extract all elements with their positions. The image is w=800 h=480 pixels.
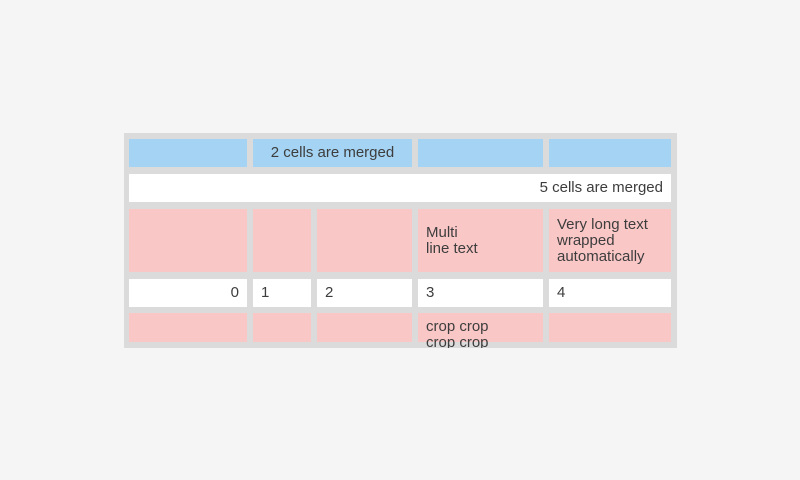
table-row-5: crop crop crop crop	[129, 313, 671, 348]
cell-r1c1[interactable]	[129, 139, 247, 167]
cell-text: Multi line text	[426, 223, 478, 257]
cell-r3c4[interactable]: Multi line text	[418, 209, 543, 272]
cell-r1c2c3-merged[interactable]: 2 cells are merged	[253, 139, 412, 167]
cell-r5c1[interactable]	[129, 313, 247, 342]
cell-text: 2	[325, 284, 334, 301]
cell-r4c2[interactable]: 1	[253, 279, 311, 307]
cell-text: 3	[426, 284, 435, 301]
cell-r4c5[interactable]: 4	[549, 279, 671, 307]
cell-r5c2[interactable]	[253, 313, 311, 342]
cell-r1c5[interactable]	[549, 139, 671, 167]
cell-r4c3[interactable]: 2	[317, 279, 412, 307]
cell-text: 1	[261, 284, 270, 301]
cell-r3c5[interactable]: Very long text wrapped automatically	[549, 209, 671, 272]
cell-r1c4[interactable]	[418, 139, 543, 167]
cell-r5c4[interactable]: crop crop crop crop	[418, 313, 543, 348]
cell-text: 5 cells are merged	[539, 179, 663, 196]
cell-text-cropped: crop crop crop crop	[426, 318, 489, 349]
table-row-2: 5 cells are merged	[129, 174, 671, 202]
cell-text: Very long text wrapped automatically	[557, 215, 648, 265]
table-widget[interactable]: 2 cells are merged 5 cells are merged Mu…	[124, 133, 677, 348]
cell-text: 0	[230, 284, 239, 301]
cell-r3c1[interactable]	[129, 209, 247, 272]
cell-r2-merged-full[interactable]: 5 cells are merged	[129, 174, 671, 202]
cell-r4c1[interactable]: 0	[129, 279, 247, 307]
cell-r3c2[interactable]	[253, 209, 311, 272]
table-row-4: 0 1 2 3 4	[129, 279, 671, 307]
table-row-1: 2 cells are merged	[129, 139, 671, 167]
table-row-3: Multi line text Very long text wrapped a…	[129, 209, 671, 272]
cell-r4c4[interactable]: 3	[418, 279, 543, 307]
cell-text: 2 cells are merged	[270, 144, 395, 161]
cell-text: 4	[557, 284, 566, 301]
cell-r3c3[interactable]	[317, 209, 412, 272]
cell-r5c5[interactable]	[549, 313, 671, 342]
cell-r5c3[interactable]	[317, 313, 412, 342]
